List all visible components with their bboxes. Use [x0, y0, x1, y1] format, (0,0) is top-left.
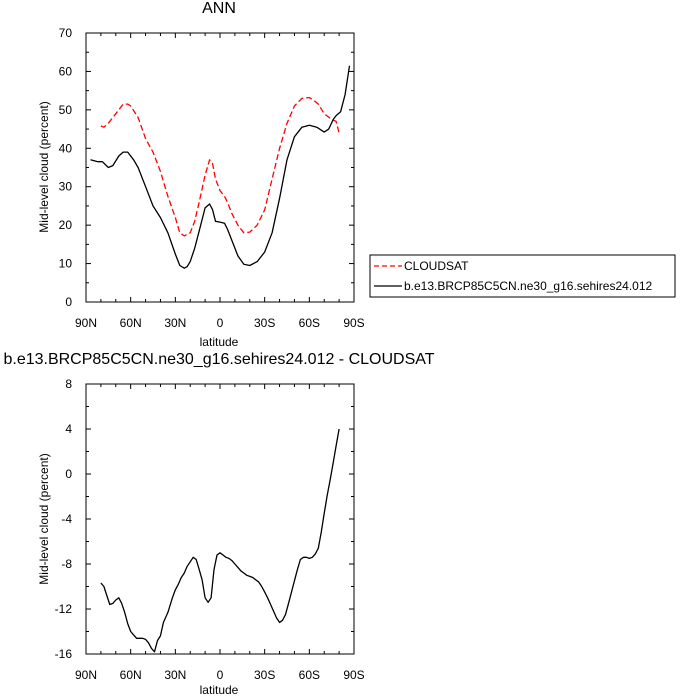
- top-x-tick-label: 30N: [164, 316, 186, 330]
- bottom-x-tick-label: 60S: [299, 668, 320, 682]
- bottom-x-tick-label: 30S: [254, 668, 275, 682]
- top-series-line-b-e13-brcp85c5cn-ne30-g16-sehires24-012: [90, 65, 351, 269]
- top-series-group: [90, 65, 351, 269]
- bottom-y-tick-label: -16: [55, 647, 73, 661]
- top-y-tick-label: 40: [59, 141, 73, 155]
- bottom-y-tick-label: 8: [65, 377, 72, 391]
- top-x-tick-label: 30S: [254, 316, 275, 330]
- top-plot-frame: [85, 32, 355, 303]
- bottom-axis-ticks: 90N 60N 30N 0 30S 60S 90S -16 -12 -8 -4 0 4 8: [55, 377, 365, 682]
- bottom-y-tick-label: -12: [55, 602, 73, 616]
- bottom-y-axis-title: Mid-level cloud (percent): [37, 453, 51, 584]
- bottom-chart: b.e13.BRCP85C5CN.ne30_g16.sehires24.012 …: [3, 351, 434, 697]
- top-series-line-cloudsat: [100, 96, 340, 237]
- bottom-series-group: [100, 428, 340, 653]
- bottom-x-tick-label: 0: [217, 668, 224, 682]
- bottom-y-tick-label: 0: [65, 467, 72, 481]
- bottom-y-tick-label: 4: [65, 422, 72, 436]
- top-y-tick-label: 0: [65, 295, 72, 309]
- legend: CLOUDSAT b.e13.BRCP85C5CN.ne30_g16.sehir…: [369, 254, 676, 298]
- bottom-x-tick-label: 60N: [120, 668, 142, 682]
- bottom-plot-frame: [85, 383, 355, 655]
- top-y-axis-title: Mid-level cloud (percent): [37, 101, 51, 232]
- bottom-x-axis-title: latitude: [200, 683, 239, 697]
- bottom-chart-title: b.e13.BRCP85C5CN.ne30_g16.sehires24.012 …: [3, 351, 434, 368]
- top-chart-title: ANN: [202, 0, 236, 17]
- top-y-tick-label: 60: [59, 64, 73, 78]
- top-chart: ANN 90N 60N 30N 0 30S 60S 90S 0 10 20 30 40 50 60 70 l…: [37, 0, 676, 349]
- bottom-x-tick-label: 90S: [343, 668, 364, 682]
- top-y-tick-label: 30: [59, 180, 73, 194]
- top-y-tick-label: 50: [59, 103, 73, 117]
- top-x-tick-label: 60N: [120, 316, 142, 330]
- top-y-tick-label: 20: [59, 218, 73, 232]
- legend-box: [369, 254, 676, 298]
- top-x-tick-label: 90S: [343, 316, 364, 330]
- top-x-tick-label: 90N: [75, 316, 97, 330]
- top-y-tick-label: 70: [59, 26, 73, 40]
- top-x-tick-label: 0: [217, 316, 224, 330]
- bottom-y-tick-label: -4: [61, 512, 72, 526]
- legend-label-model: b.e13.BRCP85C5CN.ne30_g16.sehires24.012: [404, 279, 652, 293]
- bottom-x-tick-label: 90N: [75, 668, 97, 682]
- top-y-tick-label: 10: [59, 257, 73, 271]
- legend-label-cloudsat: CLOUDSAT: [404, 259, 469, 273]
- top-x-tick-label: 60S: [299, 316, 320, 330]
- bottom-y-tick-label: -8: [61, 557, 72, 571]
- bottom-series-line-0: [100, 428, 340, 653]
- top-axis-ticks: 90N 60N 30N 0 30S 60S 90S 0 10 20 30 40 50 60 70: [59, 26, 365, 330]
- top-x-axis-title: latitude: [200, 335, 239, 349]
- bottom-x-tick-label: 30N: [164, 668, 186, 682]
